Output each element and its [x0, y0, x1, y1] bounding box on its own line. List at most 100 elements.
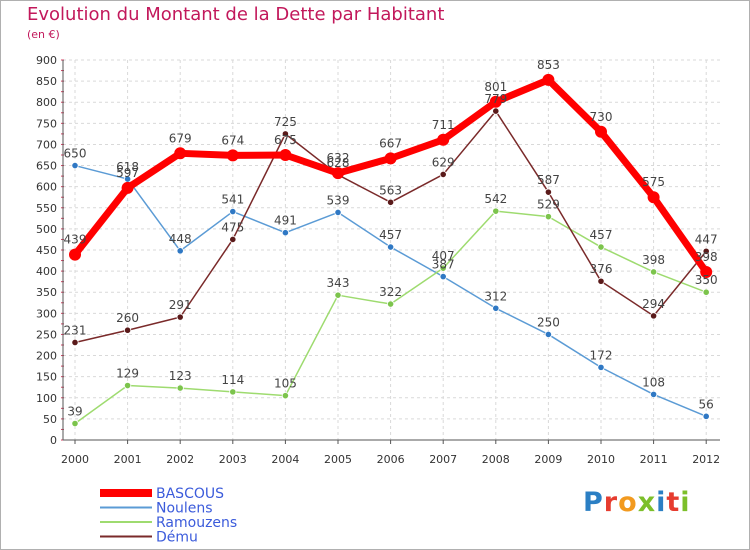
data-point-demu	[124, 326, 132, 334]
logo-letter: t	[666, 487, 681, 518]
y-tick-label: 100	[36, 392, 57, 405]
data-point-bascous	[121, 181, 134, 194]
data-label-ramouzens: 123	[169, 369, 192, 383]
data-point-noulens	[71, 161, 79, 170]
data-point-ramouzens	[492, 207, 500, 215]
data-point-demu	[492, 107, 500, 115]
data-label-ramouzens: 105	[274, 377, 297, 391]
data-label-ramouzens: 343	[327, 276, 350, 290]
data-point-bascous	[647, 191, 660, 204]
chart-title: Evolution du Montant de la Dette par Hab…	[27, 4, 445, 25]
legend-label: Ramouzens	[156, 515, 237, 531]
data-label-noulens: 448	[169, 232, 192, 246]
data-point-ramouzens	[649, 268, 658, 276]
data-label-ramouzens: 529	[537, 198, 560, 212]
data-label-noulens: 172	[590, 348, 613, 362]
grid-layer	[63, 59, 720, 440]
data-point-demu	[229, 235, 237, 244]
data-label-demu: 587	[537, 173, 560, 187]
data-label-bascous: 575	[642, 175, 665, 189]
chart-subtitle: (en €)	[27, 28, 60, 41]
y-tick-label: 500	[36, 223, 57, 236]
y-tick-label: 300	[36, 307, 57, 320]
y-tick-label: 150	[36, 371, 57, 384]
data-point-noulens	[334, 208, 342, 217]
data-point-ramouzens	[124, 381, 132, 390]
proxiti-logo: Proxiti	[583, 487, 691, 518]
data-point-noulens	[649, 390, 658, 398]
data-point-demu	[281, 130, 289, 138]
data-point-ramouzens	[386, 300, 395, 308]
axis-layer: 0 50 100 150 200 250 300 350 400 450 500 550 600 650 7…	[36, 54, 720, 466]
data-label-demu: 294	[642, 297, 665, 311]
logo-letter: i	[656, 487, 667, 518]
data-label-bascous: 801	[484, 80, 507, 94]
data-point-ramouzens	[544, 213, 553, 221]
data-point-bascous	[174, 147, 187, 160]
data-label-ramouzens: 398	[642, 253, 665, 267]
data-label-noulens: 539	[327, 193, 350, 207]
data-label-ramouzens: 457	[590, 228, 613, 242]
data-point-demu	[176, 313, 184, 321]
data-point-ramouzens	[229, 388, 237, 396]
data-point-ramouzens	[281, 392, 289, 400]
series-layer	[69, 73, 713, 428]
data-label-noulens: 491	[274, 214, 297, 228]
data-label-noulens: 56	[699, 397, 714, 411]
data-point-noulens	[492, 304, 500, 312]
y-tick-label: 800	[36, 96, 57, 109]
y-tick-label: 250	[36, 328, 57, 341]
data-point-noulens	[439, 272, 447, 281]
y-tick-label: 550	[36, 202, 57, 215]
x-tick-label: 2012	[692, 453, 720, 466]
x-tick-label: 2006	[377, 453, 405, 466]
data-point-noulens	[229, 207, 237, 216]
data-label-demu: 291	[169, 298, 192, 312]
data-point-bascous	[384, 152, 397, 165]
data-label-bascous: 730	[590, 110, 613, 124]
logo-letter: o	[618, 487, 638, 518]
data-point-bascous	[226, 149, 239, 162]
data-label-demu: 725	[274, 115, 297, 129]
data-label-bascous: 667	[379, 136, 402, 150]
data-point-bascous	[332, 167, 344, 180]
y-tick-label: 350	[36, 286, 57, 299]
data-label-noulens: 650	[64, 147, 87, 161]
legend-label: BASCOUS	[156, 486, 224, 502]
data-point-ramouzens	[176, 384, 184, 392]
data-point-bascous	[437, 133, 450, 146]
legend-label: Dému	[156, 530, 198, 546]
y-tick-label: 750	[36, 117, 57, 130]
data-point-noulens	[176, 247, 184, 255]
logo-letter: x	[637, 487, 657, 518]
data-point-ramouzens	[597, 243, 605, 251]
data-point-noulens	[544, 330, 553, 339]
data-point-bascous	[700, 265, 713, 278]
data-label-demu: 475	[221, 220, 244, 234]
y-tick-label: 900	[36, 54, 57, 67]
data-point-demu	[649, 312, 658, 320]
data-label-bascous: 674	[221, 133, 244, 147]
y-tick-label: 400	[36, 265, 57, 278]
data-label-noulens: 457	[379, 228, 402, 242]
data-label-ramouzens: 39	[67, 405, 82, 419]
data-label-layer: 650 618 448 541 491 539 457 387 312 250 172 108 56 39…	[64, 58, 718, 419]
data-point-bascous	[279, 149, 292, 161]
x-tick-label: 2010	[587, 453, 615, 466]
data-point-ramouzens	[439, 264, 447, 272]
data-point-noulens	[386, 243, 395, 251]
data-point-bascous	[595, 125, 607, 138]
data-label-bascous: 398	[695, 250, 718, 264]
y-tick-label: 650	[36, 160, 57, 173]
data-point-noulens	[702, 412, 710, 420]
data-point-demu	[386, 198, 395, 206]
data-point-demu	[544, 188, 553, 196]
data-label-bascous: 632	[327, 151, 350, 165]
data-point-ramouzens	[334, 291, 342, 299]
x-tick-label: 2000	[61, 453, 89, 466]
data-label-demu: 447	[695, 232, 718, 246]
data-label-demu: 376	[590, 262, 613, 276]
